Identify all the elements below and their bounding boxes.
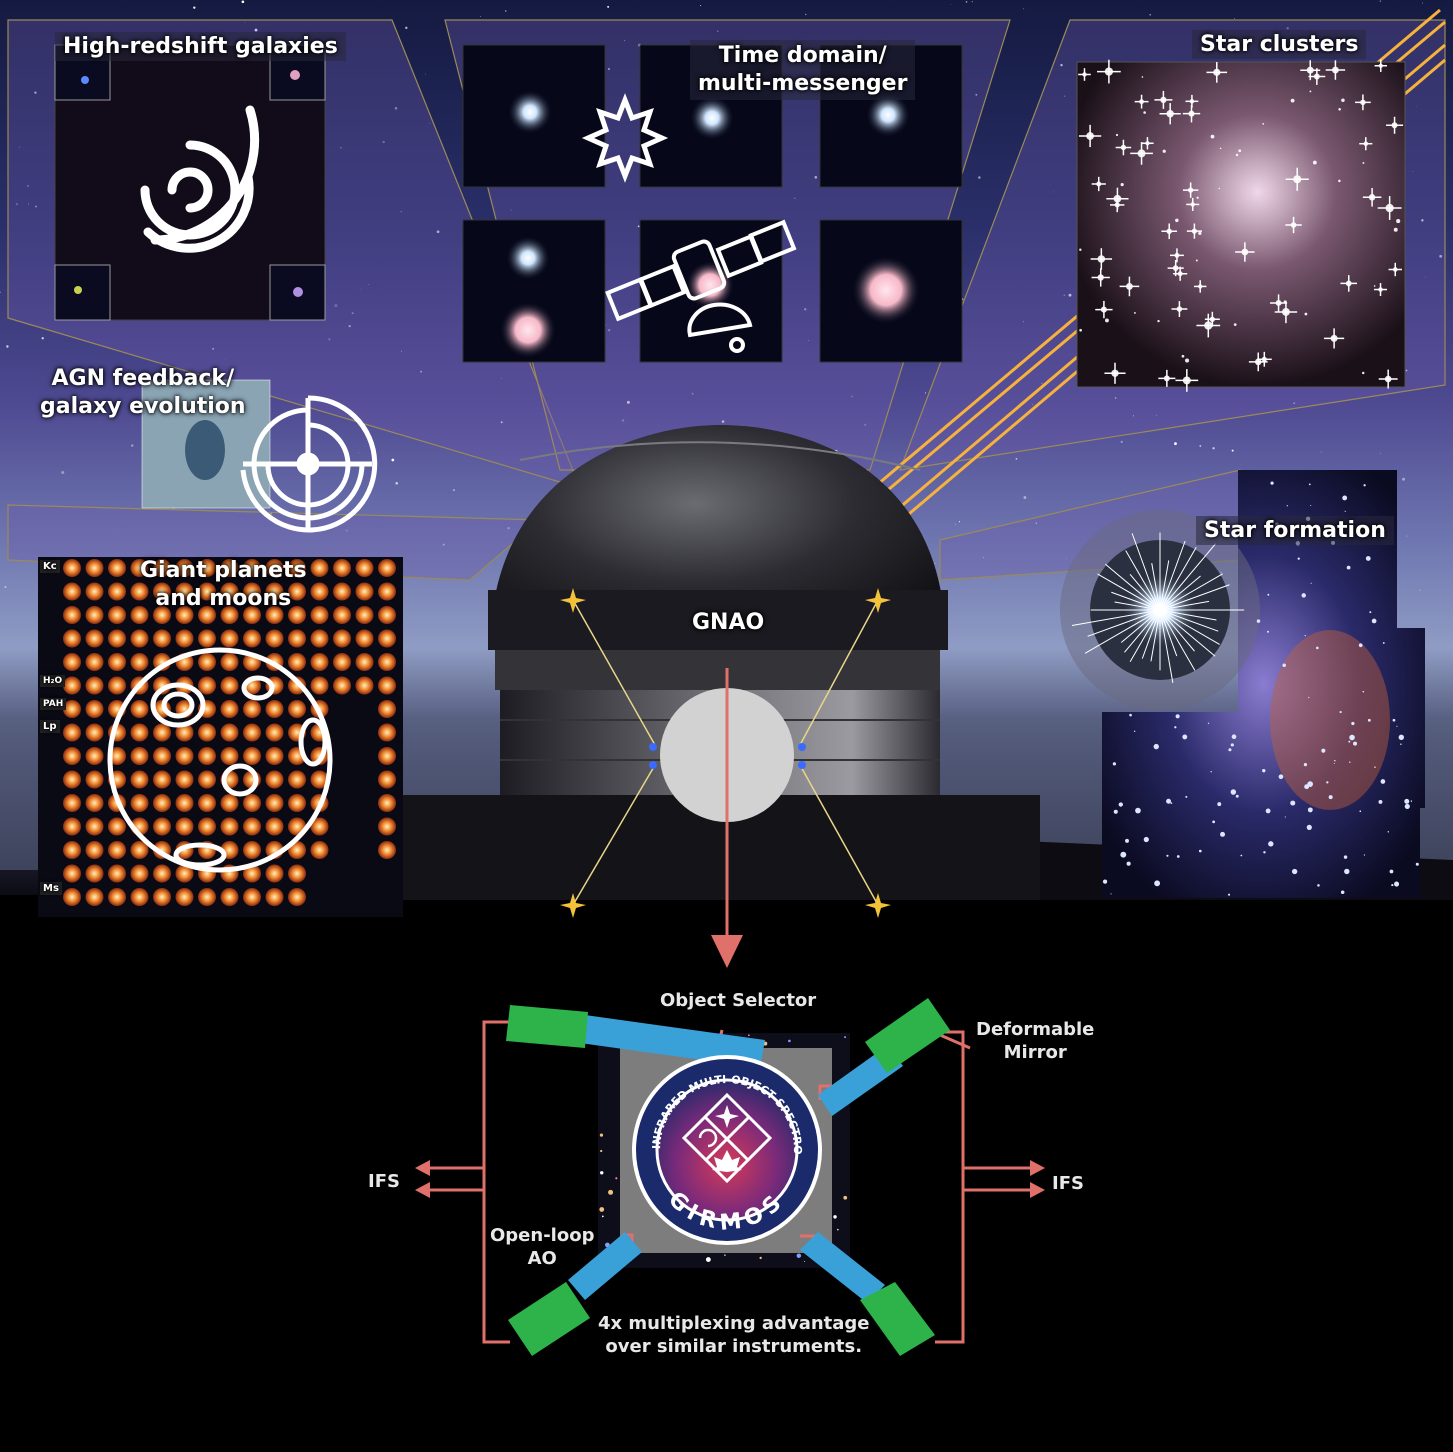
label-gnao: GNAO [692,610,765,635]
cluster-stars [1078,59,1404,392]
down-arrow-icon [711,935,743,968]
supernova-icon [581,93,669,183]
band-label-h2o: H₂O [40,675,66,687]
giant-planets-panel [38,557,403,917]
ifs-arrows [415,1160,1045,1198]
label-object-selector: Object Selector [660,990,817,1011]
band-label-pah: PAH [40,698,67,710]
time-domain-panels [462,44,963,363]
selector-arm-blue [568,1232,642,1300]
label-deformable-mirror: Deformable Mirror [976,1019,1095,1063]
deformable-mirror-green [506,1005,588,1048]
guide-star-icon [865,893,891,918]
left-arrow-icon [415,1182,430,1198]
band-label-lp: Lp [40,720,60,733]
selector-arm-blue [800,1232,885,1303]
label-star-clusters: Star clusters [1192,30,1367,59]
star-clusters-panel [1076,59,1406,392]
left-arrow-icon [415,1160,430,1176]
label-high-redshift: High-redshift galaxies [55,32,346,61]
gnao-optics [560,588,891,968]
label-multiplexing: 4x multiplexing advantage over similar i… [598,1313,870,1357]
deformable-mirror-green [865,998,950,1073]
deformable-mirror-green [508,1282,590,1356]
guide-star-icon [560,893,586,918]
label-ifs-right: IFS [1052,1173,1084,1194]
spiral-galaxy-icon [140,105,260,253]
label-open-loop-ao: Open-loop AO [490,1225,595,1269]
maple-leaf-icon [712,1150,742,1178]
star-burst [1071,532,1245,683]
band-label-kc: Kc [40,560,60,573]
agn-panel [141,379,378,533]
label-ifs-left: IFS [368,1171,400,1192]
star-icon [715,1105,739,1128]
right-arrow-icon [1030,1160,1045,1176]
satellite-icon [605,219,797,353]
deformable-mirror-green [860,1282,935,1356]
label-agn: AGN feedback/ galaxy evolution [40,366,246,419]
moon-icon [107,647,333,873]
label-star-formation: Star formation [1196,516,1394,545]
guide-star-icon [560,588,586,613]
object-selector-arms [506,998,950,1356]
right-arrow-icon [1030,1182,1045,1198]
guide-star-icon [865,588,891,613]
star-formation-panel [1060,470,1425,898]
label-giant-planets: Giant planets and moons [140,558,307,611]
label-time-domain: Time domain/ multi-messenger [690,40,916,100]
selector-arm-blue [580,1015,765,1068]
band-label-ms: Ms [40,882,62,895]
high-redshift-panel [54,44,326,321]
radar-icon [240,395,378,533]
